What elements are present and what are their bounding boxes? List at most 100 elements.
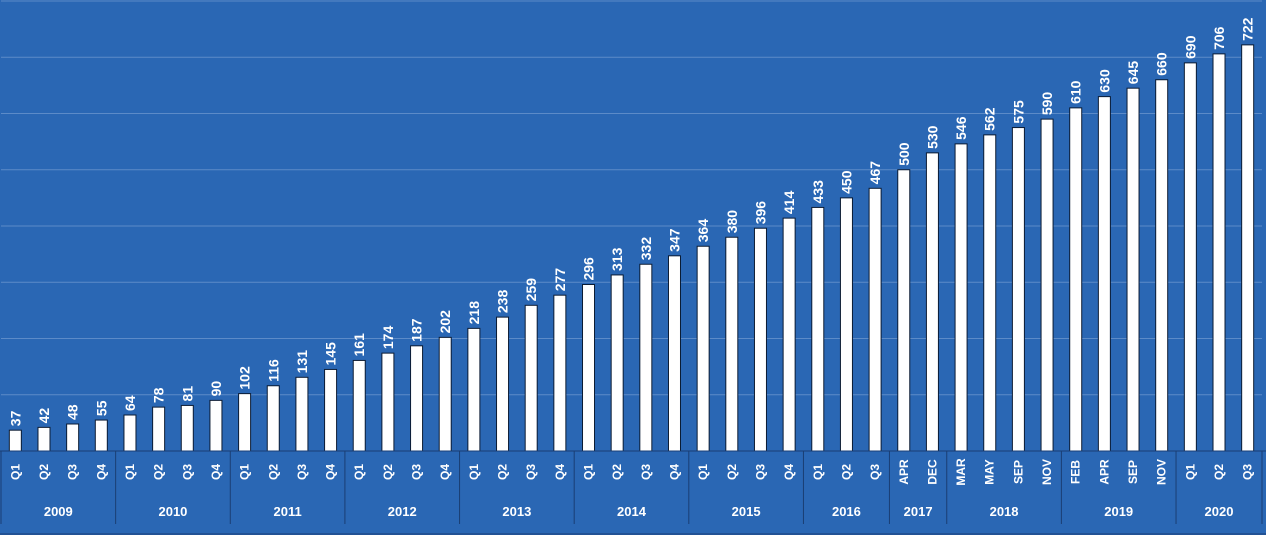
category-tick-label: MAR xyxy=(954,458,968,486)
data-label: 332 xyxy=(638,237,654,261)
data-label: 546 xyxy=(953,116,969,140)
bar xyxy=(753,227,767,452)
bar xyxy=(610,274,624,452)
bar xyxy=(925,152,939,452)
category-axis: Q1 Q2 Q3 Q4 Q1 Q2 Q3 Q4 Q1 Q2 Q3 Q4 Q1 Q2 Q3 Q4 Q1 Q2 Q3 Q4… xyxy=(0,450,1266,535)
bar xyxy=(582,284,596,452)
data-label: 202 xyxy=(437,310,453,334)
data-label: 364 xyxy=(695,219,711,243)
bar xyxy=(209,399,223,452)
bar xyxy=(725,236,739,452)
bar xyxy=(897,169,911,452)
bar xyxy=(238,393,252,452)
data-label: 660 xyxy=(1154,52,1170,76)
category-tick-label: Q3 xyxy=(410,464,424,480)
bar xyxy=(410,345,424,452)
data-label: 575 xyxy=(1010,100,1026,124)
category-tick-label: Q3 xyxy=(524,464,538,480)
category-tick-label: Q4 xyxy=(94,464,108,480)
data-label: 187 xyxy=(409,318,425,342)
data-labels: 37 42 48 55 64 78 81 90 102 116 131 145 161 174 187 202… xyxy=(7,17,1255,426)
bar xyxy=(295,376,309,452)
gridlines xyxy=(1,0,1262,396)
category-tick-label: Q4 xyxy=(438,464,452,480)
bar xyxy=(152,406,166,452)
year-group-label: 2013 xyxy=(502,504,531,519)
bar xyxy=(1155,79,1169,452)
bar xyxy=(839,197,853,452)
bar xyxy=(37,426,51,452)
bar xyxy=(438,336,452,452)
data-label: 722 xyxy=(1240,17,1256,41)
category-tick-label: Q2 xyxy=(152,464,166,480)
category-tick-label: Q1 xyxy=(582,464,596,480)
bar xyxy=(180,404,194,452)
category-tick-label: Q3 xyxy=(295,464,309,480)
bar xyxy=(868,187,882,452)
bar xyxy=(782,217,796,452)
data-label: 42 xyxy=(36,408,52,424)
category-tick-label: Q2 xyxy=(381,464,395,480)
data-label: 380 xyxy=(724,210,740,234)
category-tick-label: Q1 xyxy=(8,464,22,480)
category-tick-label: Q2 xyxy=(37,464,51,480)
data-label: 90 xyxy=(208,381,224,397)
category-tick-label: Q2 xyxy=(496,464,510,480)
bar xyxy=(1183,62,1197,452)
data-label: 414 xyxy=(781,191,797,215)
category-tick-label: Q1 xyxy=(352,464,366,480)
category-tick-label: Q2 xyxy=(266,464,280,480)
category-tick-label: FEB xyxy=(1069,460,1083,484)
category-tick-label: Q3 xyxy=(66,464,80,480)
year-group-label: 2014 xyxy=(617,504,647,519)
data-label: 161 xyxy=(351,333,367,357)
bar xyxy=(954,143,968,452)
year-group-label: 2011 xyxy=(273,504,301,519)
category-tick-label: Q1 xyxy=(238,464,252,480)
bar xyxy=(324,368,338,452)
category-tick-label: DEC xyxy=(925,459,939,485)
bar xyxy=(381,352,395,452)
year-group-label: 2017 xyxy=(904,504,933,519)
year-group-label: 2012 xyxy=(388,504,417,519)
data-label: 396 xyxy=(752,201,768,225)
category-tick-label: Q3 xyxy=(180,464,194,480)
data-label: 500 xyxy=(896,142,912,166)
data-label: 610 xyxy=(1068,80,1084,104)
data-label: 450 xyxy=(838,170,854,194)
bar xyxy=(66,423,80,452)
year-group-label: 2016 xyxy=(832,504,861,519)
year-group-label: 2009 xyxy=(44,504,73,519)
bar xyxy=(1069,107,1083,452)
category-tick-label: Q1 xyxy=(467,464,481,480)
data-label: 48 xyxy=(65,404,81,420)
year-group-label: 2018 xyxy=(990,504,1019,519)
data-label: 145 xyxy=(323,342,339,366)
category-tick-label: Q4 xyxy=(782,464,796,480)
data-label: 590 xyxy=(1039,92,1055,116)
category-tick-label: Q3 xyxy=(753,464,767,480)
data-label: 78 xyxy=(151,387,167,403)
category-tick-label: Q3 xyxy=(1241,464,1255,480)
bar xyxy=(1011,127,1025,452)
data-label: 530 xyxy=(924,125,940,149)
data-label: 467 xyxy=(867,161,883,185)
category-tick-label: Q2 xyxy=(839,464,853,480)
data-label: 55 xyxy=(93,400,109,416)
data-label: 131 xyxy=(294,350,310,374)
bar xyxy=(467,327,481,452)
data-label: 64 xyxy=(122,395,138,411)
category-tick-label: Q2 xyxy=(1212,464,1226,480)
bar xyxy=(1126,87,1140,452)
bar xyxy=(123,414,137,452)
bar xyxy=(553,294,567,452)
category-tick-label: Q1 xyxy=(696,464,710,480)
category-tick-label: Q1 xyxy=(811,464,825,480)
bar xyxy=(352,359,366,452)
bar xyxy=(524,304,538,452)
data-label: 174 xyxy=(380,326,396,350)
bar xyxy=(639,263,653,452)
data-label: 562 xyxy=(982,107,998,131)
data-label: 645 xyxy=(1125,61,1141,85)
